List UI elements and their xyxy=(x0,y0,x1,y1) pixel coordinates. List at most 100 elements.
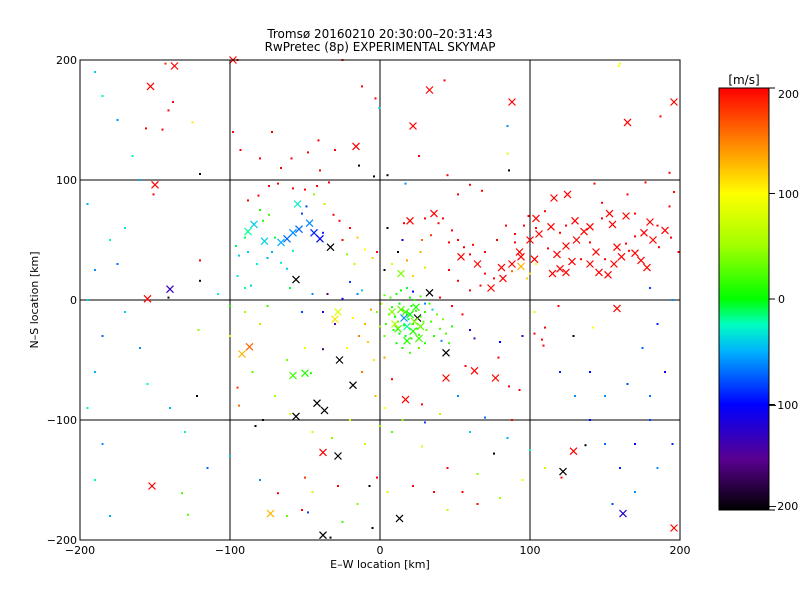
data-point-dot xyxy=(391,263,393,265)
colorbar: [m/s] 200 100 0 −100 −200 xyxy=(718,73,799,513)
data-points xyxy=(86,56,680,540)
data-point-dot xyxy=(619,467,621,469)
data-point-dot xyxy=(341,297,344,300)
data-point-cross xyxy=(406,310,414,319)
data-point-dot xyxy=(544,467,546,469)
data-point-dot xyxy=(274,395,276,397)
data-point-dot xyxy=(167,296,170,299)
data-point-cross xyxy=(553,250,561,259)
data-point-dot xyxy=(161,128,164,131)
x-tick-label: 200 xyxy=(670,544,691,557)
data-point-dot xyxy=(206,467,209,469)
data-point-dot xyxy=(244,287,246,289)
data-point-dot xyxy=(574,395,576,397)
data-point-dot xyxy=(352,317,354,319)
data-point-dot xyxy=(197,329,200,331)
data-point-dot xyxy=(271,131,273,133)
x-tick-label: −100 xyxy=(215,544,245,557)
data-point-dot xyxy=(196,395,198,397)
data-point-dot xyxy=(398,302,401,305)
data-point-dot xyxy=(634,235,636,238)
data-point-dot xyxy=(139,347,141,349)
data-point-dot xyxy=(364,443,366,445)
data-point-dot xyxy=(433,491,435,493)
data-point-cross xyxy=(397,269,405,278)
data-point-dot xyxy=(217,293,219,295)
data-point-dot xyxy=(506,437,509,439)
data-point-cross xyxy=(497,263,506,272)
data-point-cross xyxy=(649,236,657,244)
data-point-dot xyxy=(199,173,201,175)
data-point-dot xyxy=(649,419,651,421)
data-point-dot xyxy=(346,253,348,256)
data-point-cross xyxy=(604,270,612,279)
data-point-dot xyxy=(641,347,644,349)
data-point-cross xyxy=(277,238,285,247)
data-point-cross xyxy=(586,222,594,231)
data-point-dot xyxy=(236,275,239,277)
y-tick-labels: 200 100 0 −100 −200 xyxy=(47,54,77,547)
y-axis-ticks xyxy=(80,59,680,541)
data-point-dot xyxy=(428,302,431,305)
data-point-dot xyxy=(668,171,671,174)
data-point-dot xyxy=(286,267,288,270)
data-point-dot xyxy=(415,309,417,312)
data-point-cross xyxy=(406,216,414,225)
data-point-dot xyxy=(290,157,293,160)
y-tick-label: 0 xyxy=(70,294,77,307)
chart-title: Tromsø 20160210 20:30:00–20:31:43 xyxy=(266,27,492,41)
data-point-dot xyxy=(101,335,104,337)
data-point-dot xyxy=(677,251,680,253)
data-point-dot xyxy=(439,296,441,299)
data-point-cross xyxy=(313,399,321,408)
data-point-dot xyxy=(229,335,231,337)
data-point-dot xyxy=(383,356,386,359)
data-point-dot xyxy=(304,188,306,191)
data-point-dot xyxy=(392,329,395,331)
data-point-dot xyxy=(401,347,404,349)
data-point-cross xyxy=(515,248,524,256)
data-point-dot xyxy=(424,311,426,313)
data-point-dot xyxy=(259,323,261,325)
data-point-cross xyxy=(592,248,600,256)
data-point-dot xyxy=(322,231,324,234)
data-point-dot xyxy=(277,182,279,185)
data-point-dot xyxy=(497,356,500,359)
data-point-dot xyxy=(514,233,516,235)
colorbar-tick-label: 0 xyxy=(778,293,785,306)
data-point-cross xyxy=(535,230,543,238)
data-point-dot xyxy=(349,419,351,421)
colorbar-tick-label: 200 xyxy=(778,88,799,101)
colorbar-tick-label: −200 xyxy=(768,500,798,513)
data-point-dot xyxy=(493,277,495,280)
data-point-dot xyxy=(383,407,386,409)
data-point-cross xyxy=(508,260,516,268)
data-point-dot xyxy=(523,224,525,227)
data-point-dot xyxy=(457,279,459,282)
data-point-dot xyxy=(379,325,381,328)
data-point-dot xyxy=(383,269,386,271)
data-point-dot xyxy=(668,205,671,208)
data-point-dot xyxy=(589,371,591,373)
data-point-cross xyxy=(319,448,327,457)
data-point-cross xyxy=(532,214,540,223)
data-point-dot xyxy=(479,284,482,287)
data-point-dot xyxy=(419,251,422,253)
data-point-dot xyxy=(437,222,440,225)
data-point-cross xyxy=(245,342,254,351)
data-point-cross xyxy=(293,200,302,208)
data-point-dot xyxy=(406,287,408,289)
data-point-dot xyxy=(446,174,449,177)
data-point-cross xyxy=(397,305,405,314)
data-point-dot xyxy=(323,203,326,205)
data-point-dot xyxy=(181,492,183,495)
data-point-cross xyxy=(388,308,396,316)
data-point-dot xyxy=(634,443,636,445)
data-point-cross xyxy=(622,212,630,220)
data-point-dot xyxy=(349,281,351,283)
data-point-cross xyxy=(352,142,360,151)
data-point-dot xyxy=(589,241,591,244)
data-point-dot xyxy=(418,347,420,349)
data-point-cross xyxy=(403,336,411,345)
data-point-dot xyxy=(593,182,596,185)
